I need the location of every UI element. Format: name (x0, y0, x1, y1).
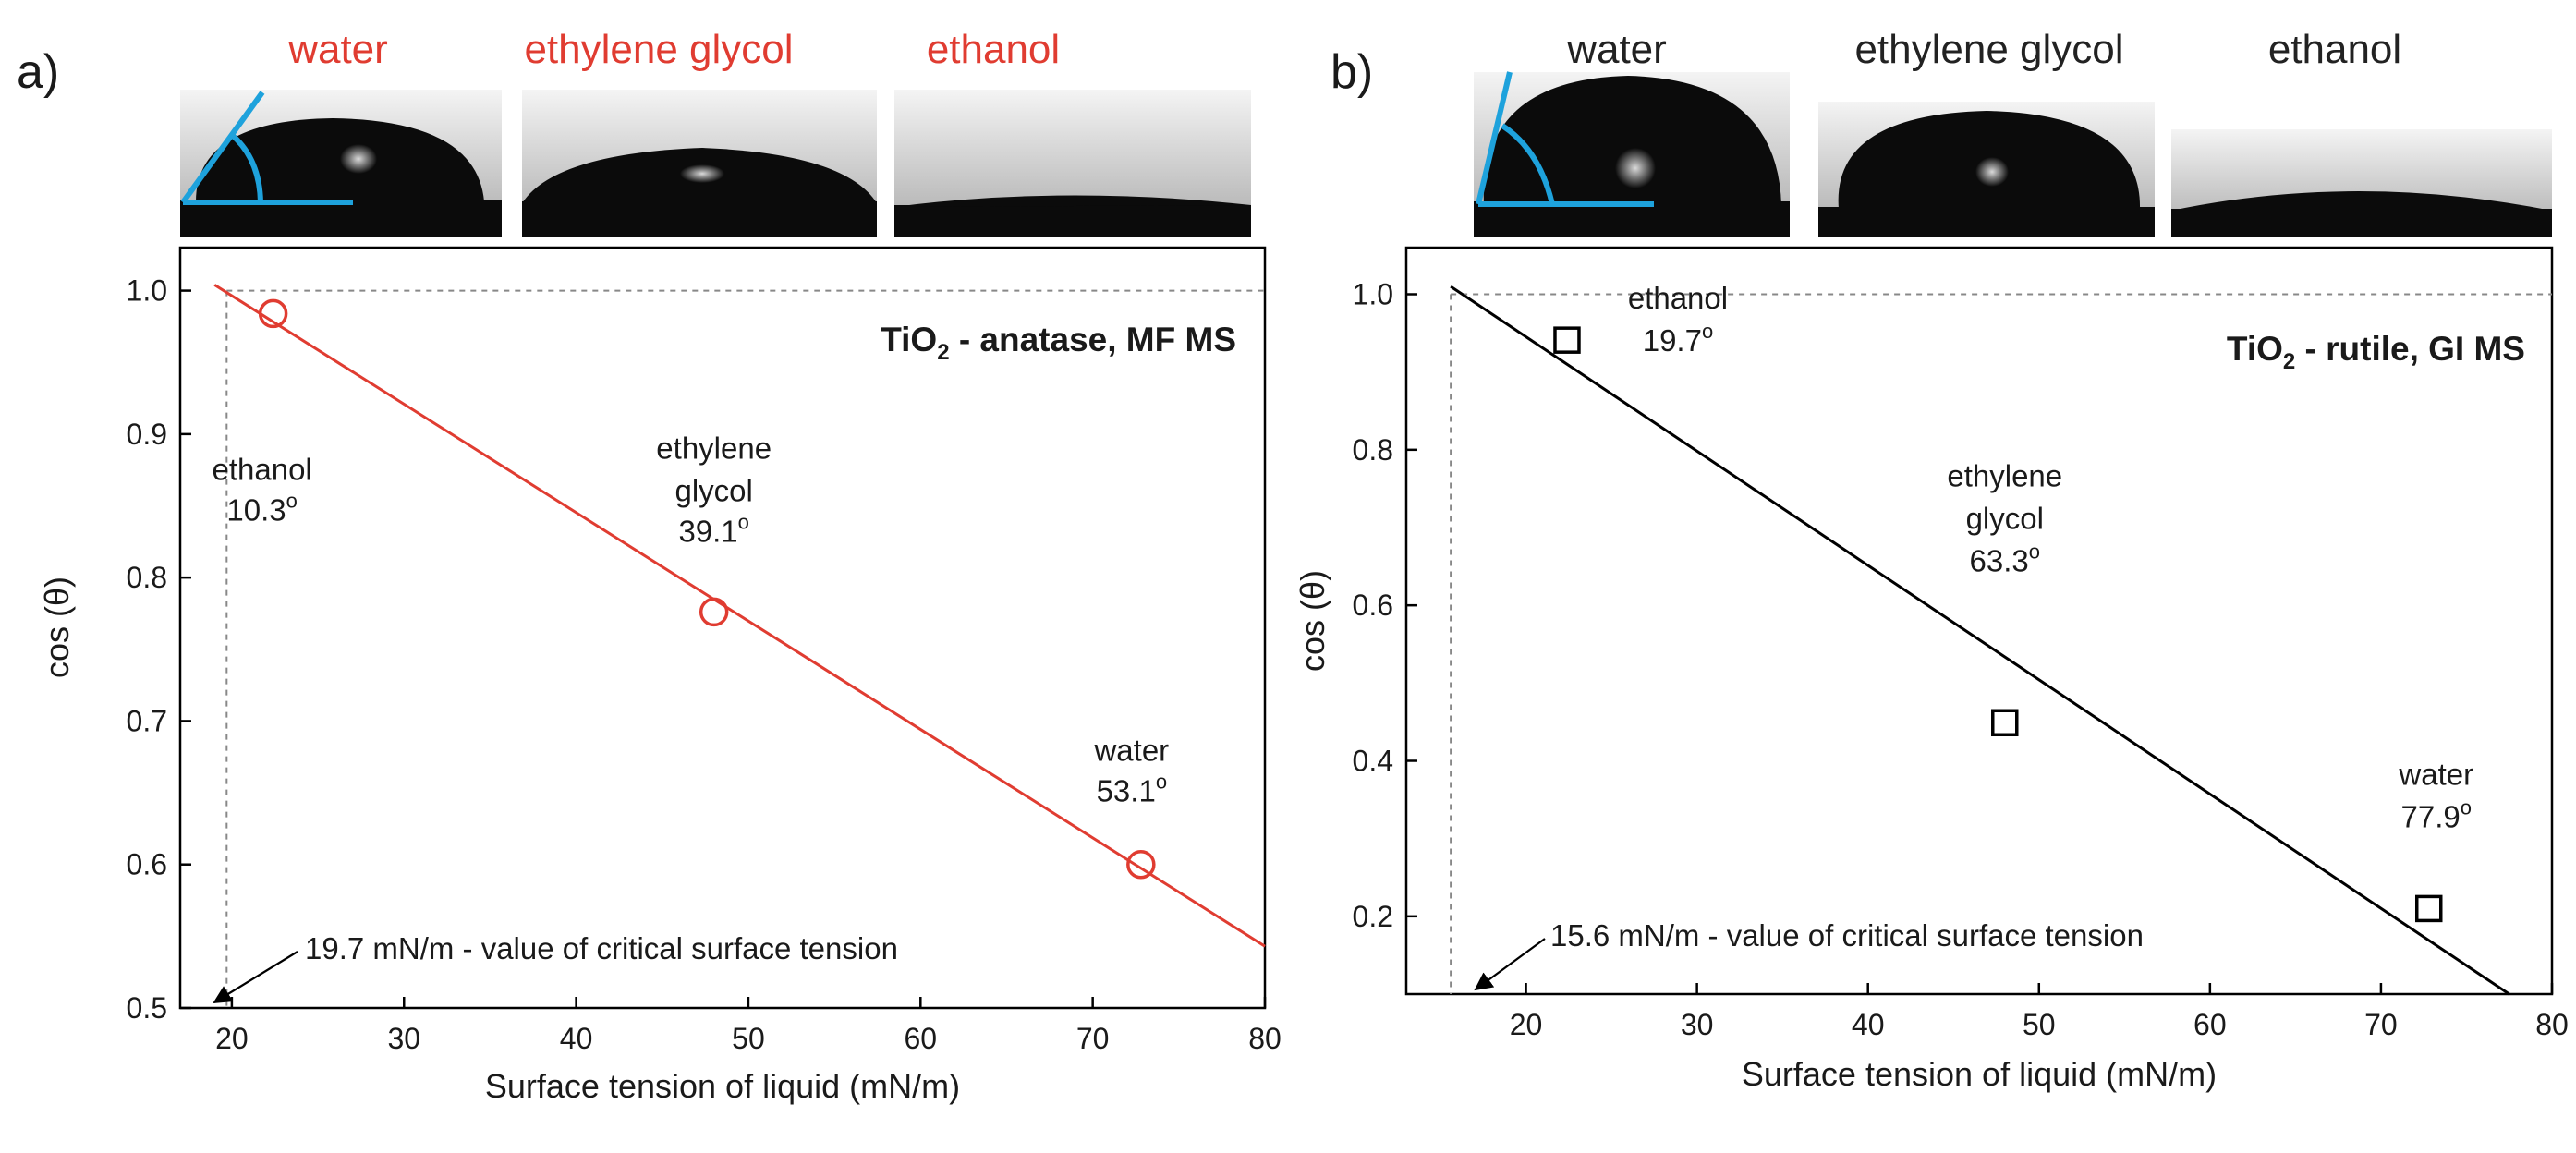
x-tick-label: 60 (905, 1022, 938, 1055)
data-point-water (2414, 894, 2443, 923)
data-point-ethanol (1553, 326, 1581, 354)
droplet-photo-ethylene-glycol (522, 90, 877, 237)
droplet-photo-water (1474, 71, 1790, 237)
droplet-photo-ethanol (2171, 129, 2552, 237)
panel-b-fit-line (1450, 285, 2510, 996)
y-tick-label: 0.7 (127, 704, 167, 737)
x-tick-label: 70 (1076, 1022, 1110, 1055)
data-point-water (1126, 849, 1156, 880)
photo-label-ethylene-glycol: ethylene glycol (524, 27, 793, 72)
panel-b-y-axis: 0.2 0.4 0.6 0.8 1.0 (1353, 278, 1417, 933)
y-tick-label: 1.0 (1353, 278, 1393, 311)
panel-b-plot: 20 30 40 50 60 70 80 0.2 0.4 0.6 0.8 1.0 ethanol 19… (1294, 246, 2569, 1093)
data-point-ethylene-glycol (1991, 709, 2019, 737)
y-tick-label: 0.6 (127, 848, 167, 881)
panel-b-data-points (1553, 326, 2443, 923)
panel-a-x-axis: 20 30 40 50 60 70 80 (215, 997, 1282, 1055)
panel-b-y-axis-title: cos (θ) (1294, 570, 1331, 672)
panel-a-plot-frame (178, 246, 1267, 1010)
x-tick-label: 30 (387, 1022, 420, 1055)
panel-a-system-title: TiO2 - anatase, MF MS (881, 321, 1236, 365)
panel-b-callout-arrow (1474, 938, 1546, 991)
panel-b-system-title: TiO2 - rutile, GI MS (2227, 330, 2525, 374)
point-label-ethylene-glycol: ethylene (1947, 458, 2062, 492)
photo-label-ethanol: ethanol (2268, 27, 2401, 72)
x-tick-label: 20 (1510, 1008, 1543, 1041)
point-angle-water: 77.9o (2401, 795, 2472, 833)
panel-b-x-axis-title: Surface tension of liquid (mN/m) (1742, 1055, 2217, 1093)
data-point-ethanol (258, 298, 288, 329)
point-label-ethanol: ethanol (212, 452, 311, 486)
x-tick-label: 60 (2193, 1008, 2227, 1041)
panel-a: a) water ethylene glycol ethanol (17, 27, 1282, 1105)
x-tick-label: 40 (1852, 1008, 1885, 1041)
panel-a-fit-line (213, 284, 1266, 948)
photo-label-water: water (1566, 27, 1667, 72)
photo-label-ethanol: ethanol (927, 27, 1060, 72)
panel-a-droplet-photos (180, 90, 1251, 237)
point-label-ethanol: ethanol (1628, 281, 1728, 315)
panel-b-droplet-photos (1474, 71, 2552, 237)
y-tick-label: 0.5 (127, 991, 167, 1025)
panel-a-callout-arrow (213, 951, 298, 1004)
panel-b-point-labels: ethanol 19.7o ethylene glycol 63.3o water 77.9… (1628, 281, 2473, 833)
y-tick-label: 0.6 (1353, 589, 1393, 622)
point-label-water: water (2398, 757, 2473, 791)
droplet-photo-ethylene-glycol (1818, 102, 2155, 237)
point-angle-ethylene-glycol: 63.3o (1970, 540, 2040, 577)
panel-b-plot-frame (1404, 246, 2554, 996)
panel-b-callout-text: 15.6 mN/m - value of critical surface te… (1550, 918, 2144, 953)
point-angle-ethanol: 19.7o (1643, 320, 1713, 358)
x-tick-label: 30 (1681, 1008, 1714, 1041)
x-tick-label: 70 (2364, 1008, 2398, 1041)
x-tick-label: 20 (215, 1022, 249, 1055)
y-tick-label: 0.8 (127, 561, 167, 594)
panel-b-letter: b) (1331, 45, 1373, 99)
photo-label-water: water (287, 27, 388, 72)
panel-a-callout-text: 19.7 mN/m - value of critical surface te… (305, 931, 898, 965)
panel-a-plot: 20 30 40 50 60 70 80 0.5 0.6 0.7 0.8 0.9 1.0 ethano… (38, 246, 1282, 1105)
point-label-ethylene-glycol: glycol (674, 473, 752, 507)
x-tick-label: 50 (2023, 1008, 2056, 1041)
x-tick-label: 80 (2535, 1008, 2569, 1041)
x-tick-label: 40 (560, 1022, 593, 1055)
panel-a-letter: a) (17, 45, 59, 99)
panel-a-x-axis-title: Surface tension of liquid (mN/m) (485, 1067, 960, 1105)
panel-b-photo-labels: water ethylene glycol ethanol (1566, 27, 2401, 72)
y-tick-label: 0.8 (1353, 433, 1393, 467)
y-tick-label: 0.4 (1353, 745, 1393, 778)
point-angle-water: 53.1o (1097, 771, 1167, 808)
x-tick-label: 80 (1248, 1022, 1282, 1055)
photo-label-ethylene-glycol: ethylene glycol (1854, 27, 2123, 72)
point-label-ethylene-glycol: glycol (1966, 501, 2044, 535)
point-label-ethylene-glycol: ethylene (656, 431, 772, 465)
point-angle-ethanol: 10.3o (226, 489, 297, 527)
data-point-ethylene-glycol (699, 597, 729, 627)
panel-b-x-axis: 20 30 40 50 60 70 80 (1510, 983, 2569, 1041)
point-label-water: water (1093, 734, 1169, 768)
panel-b: b) water ethylene glycol ethanol (1294, 27, 2569, 1093)
panel-a-data-points (258, 298, 1156, 880)
panel-a-photo-labels: water ethylene glycol ethanol (287, 27, 1060, 72)
y-tick-label: 1.0 (127, 274, 167, 308)
point-angle-ethylene-glycol: 39.1o (678, 510, 748, 548)
y-tick-label: 0.9 (127, 418, 167, 451)
x-tick-label: 50 (732, 1022, 765, 1055)
panel-a-y-axis: 0.5 0.6 0.7 0.8 0.9 1.0 (127, 274, 191, 1025)
panel-a-y-axis-title: cos (θ) (38, 576, 76, 678)
droplet-photo-ethanol (894, 90, 1251, 237)
droplet-photo-water (180, 90, 502, 237)
y-tick-label: 0.2 (1353, 900, 1393, 933)
